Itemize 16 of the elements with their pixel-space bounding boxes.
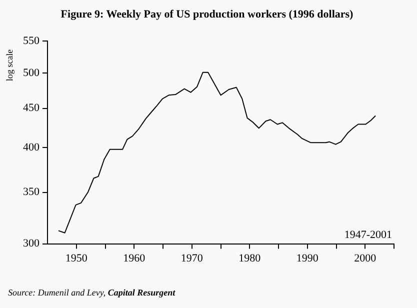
y-tick-label: 300 — [23, 238, 40, 250]
x-tick-label: 1990 — [296, 252, 319, 264]
y-tick-label: 550 — [23, 35, 40, 48]
y-tick-label: 350 — [23, 186, 40, 198]
x-tick-label: 1950 — [65, 252, 88, 264]
y-tick-label: 500 — [23, 66, 40, 79]
annotation: 1947-2001 — [344, 229, 392, 242]
x-tick-label: 1980 — [238, 252, 262, 264]
y-tick-label: 400 — [23, 142, 40, 154]
y-axis-title: log scale — [4, 49, 14, 82]
y-tick-label: 450 — [23, 102, 40, 114]
source-note: Source: Dumenil and Levy, Capital Resurgent — [8, 287, 176, 298]
x-tick-label: 1970 — [180, 252, 204, 264]
x-tick-label: 1960 — [123, 252, 146, 264]
chart-title: Figure 9: Weekly Pay of US production workers (1996 dollars) — [60, 8, 354, 20]
x-tick-label: 2000 — [354, 252, 377, 264]
